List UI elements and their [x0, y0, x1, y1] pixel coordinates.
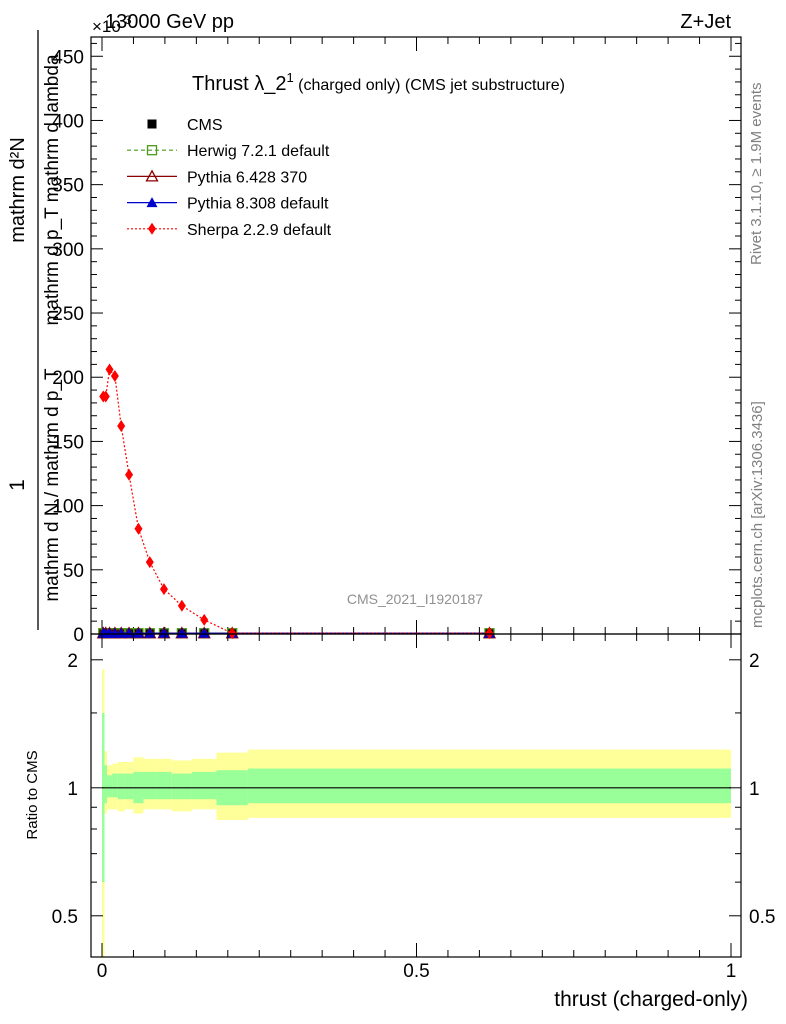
ratio-ylabel: Ratio to CMS [24, 750, 41, 839]
y-tick-label: 450 [52, 47, 84, 68]
plot-title-rest: (charged only) (CMS jet substructure) [294, 77, 565, 94]
marker-diamond [134, 522, 143, 535]
marker-triangle [123, 627, 135, 638]
marker-diamond [159, 583, 168, 596]
y-tick-label: 350 [52, 176, 84, 197]
y-tick-label: 400 [52, 111, 84, 132]
legend-label: Sherpa 2.2.9 default [187, 222, 332, 239]
marker-diamond [177, 599, 186, 612]
green-band [156, 771, 172, 800]
legend-label: Pythia 8.308 default [187, 196, 329, 213]
plot-title-sup: 1 [286, 70, 293, 85]
marker-triangle [146, 197, 158, 208]
ylabel-denominator: mathrm d p_T mathrm d lambda [42, 54, 63, 325]
ratio-y-tick-label: 2 [67, 651, 78, 672]
ylabel-numerator: mathrm d²N [7, 137, 29, 243]
marker-triangle [198, 627, 210, 638]
legend-label: Herwig 7.2.1 default [187, 143, 330, 160]
green-band [107, 775, 113, 798]
marker-triangle [144, 627, 156, 638]
green-band [102, 712, 105, 883]
marker-triangle [158, 627, 170, 638]
green-band [143, 771, 157, 800]
ratio-y-tick-label: 0.5 [52, 907, 78, 928]
ratio-y-tick-label-right: 1 [749, 779, 760, 800]
green-band [247, 768, 732, 804]
marker-diamond [125, 468, 134, 481]
marker-diamond [101, 390, 110, 403]
ratio-plot: 0.5 0.5 1 1 2 2 0 0.5 1 [52, 633, 775, 982]
y-tick-label: 150 [52, 432, 84, 453]
marker-triangle [132, 627, 144, 638]
legend-label: Pythia 6.428 370 [187, 169, 307, 186]
exponent-label: ×10-3 [92, 13, 132, 36]
legend: CMS Herwig 7.2.1 default Pythia 6.428 370 P… [127, 117, 332, 239]
y-tick-label: 300 [52, 240, 84, 261]
marker-diamond [117, 420, 126, 433]
green-band [112, 773, 118, 798]
ratio-y-tick-label-right: 2 [749, 651, 760, 672]
plot-title: Thrust λ_21 (charged only) (CMS jet subs… [192, 70, 565, 95]
y-tick-label: 0 [73, 625, 84, 646]
marker-diamond [228, 627, 237, 640]
marker-square [147, 119, 157, 129]
green-band [191, 771, 217, 800]
marker-diamond [148, 222, 156, 235]
y-tick-label: 200 [52, 368, 84, 389]
main-ylabel: 1 mathrm d N / mathrm d p_T mathrm d²N m… [6, 30, 63, 630]
green-band [104, 765, 108, 804]
x-tick-label: 0.5 [403, 961, 429, 982]
marker-diamond [485, 627, 494, 640]
marker-triangle [176, 627, 188, 638]
ratio-y-tick-label: 1 [67, 779, 78, 800]
legend-label: CMS [187, 117, 223, 134]
rivet-label: Rivet 3.1.10, ≥ 1.9M events [748, 83, 765, 266]
x-tick-label: 1 [726, 961, 737, 982]
main-plot: 0 50 100 150 200 250 300 350 400 450 CMS_2021_I19… [52, 36, 742, 646]
marker-diamond [200, 613, 209, 626]
y-tick-label: 50 [63, 561, 84, 582]
x-tick-label: 0 [97, 961, 108, 982]
green-band [124, 773, 134, 800]
green-band [117, 773, 125, 800]
marker-diamond [145, 556, 154, 569]
plot-title-main: Thrust λ_2 [192, 73, 286, 95]
ylabel-prefix: 1 [6, 479, 29, 491]
y-tick-label: 100 [52, 497, 84, 518]
marker-diamond [105, 363, 114, 376]
x-axis-label: thrust (charged-only) [554, 988, 748, 1011]
energy-label: 13000 GeV pp [105, 11, 234, 33]
green-band [171, 773, 192, 800]
ratio-plot-frame [90, 633, 742, 958]
process-label: Z+Jet [680, 11, 731, 33]
mcplots-label: mcplots.cern.ch [arXiv:1306.3436] [749, 401, 766, 628]
marker-diamond [110, 369, 119, 382]
marker-triangle [115, 627, 127, 638]
ratio-y-tick-label-right: 0.5 [749, 907, 775, 928]
exponent-power: -3 [121, 13, 132, 27]
marker-open-triangle [145, 169, 159, 182]
watermark-label: CMS_2021_I1920187 [347, 591, 483, 607]
marker-open-square [146, 145, 158, 156]
ylabel-main: mathrm d N / mathrm d p_T [42, 368, 63, 602]
y-tick-label: 250 [52, 304, 84, 325]
